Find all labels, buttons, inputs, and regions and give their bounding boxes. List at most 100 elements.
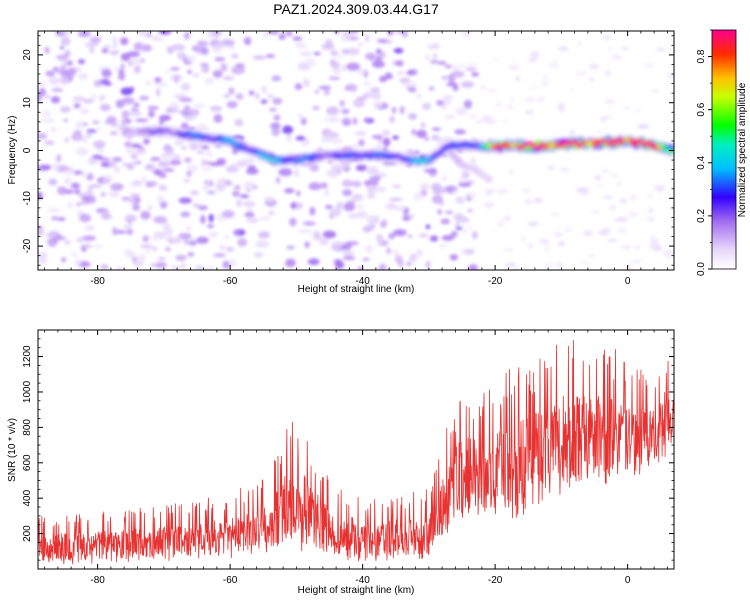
spectrogram-cell: [339, 99, 345, 107]
spectrogram-cell: [208, 214, 214, 223]
spectrogram-cell: [558, 167, 571, 172]
y-tick-label: -20: [22, 238, 33, 253]
spectrogram-cell: [477, 267, 482, 270]
spectrogram-cell: [365, 244, 374, 254]
spectrogram-cell: [67, 67, 77, 77]
spectrogram-cell: [481, 267, 494, 270]
spectrogram-cell: [267, 31, 280, 35]
spectrogram-cell: [44, 140, 55, 145]
spectrogram-cell: [330, 50, 339, 56]
spectrogram-cell: [630, 194, 636, 201]
spectrogram-cell: [440, 218, 451, 225]
spectrogram-cell: [79, 200, 89, 205]
spectrogram-cell: [127, 165, 135, 170]
spectrogram-cell: [341, 48, 350, 55]
spectrogram-cell: [408, 113, 418, 120]
spectrogram-cell: [332, 67, 342, 75]
spectrogram-cell: [112, 156, 123, 162]
spectrogram-cell: [590, 210, 601, 214]
spectrogram-cell: [587, 142, 593, 148]
spectrogram-cell: [210, 105, 222, 112]
spectrogram-cell: [454, 106, 468, 116]
spectrogram-cell: [601, 168, 610, 174]
spectrogram-cell: [222, 210, 235, 218]
spectrogram-cell: [286, 132, 292, 142]
spectrogram-cell: [496, 188, 509, 194]
spectrogram-cell: [472, 230, 478, 240]
spectrogram-cell: [363, 81, 371, 86]
colorbar: 0.0 0.2 0.4 0.6 0.8 Normalized spectral ampl…: [696, 29, 748, 276]
spectrogram-cell: [189, 190, 199, 195]
spectrogram-cell: [391, 106, 397, 114]
spectrogram-cell: [226, 101, 238, 109]
snr-frame: [37, 329, 675, 570]
spectrogram-cell: [441, 105, 447, 110]
spectrogram-cell: [321, 43, 335, 50]
spectrogram-cell: [99, 94, 106, 99]
spectrogram-cell: [278, 168, 293, 177]
spectrogram-cell: [588, 253, 595, 258]
spectrogram-cell: [198, 205, 208, 211]
spectrogram-cell: [430, 59, 439, 64]
spectrogram-cell: [631, 138, 637, 143]
spectrogram-cell: [269, 107, 277, 112]
spectrogram-cell: [480, 85, 487, 90]
spectrogram-cell: [356, 203, 364, 210]
spectrogram-cell: [100, 78, 110, 85]
spectrogram-cell: [502, 248, 515, 253]
spectrogram-cell: [252, 55, 267, 60]
spectrogram-cell: [76, 147, 89, 156]
spectrogram-noise-layer: [38, 31, 683, 270]
spectrogram-cell: [444, 78, 450, 82]
spectrogram-cell: [225, 165, 239, 173]
spectrogram-cell: [308, 182, 322, 191]
spectrogram-cell: [532, 197, 544, 204]
spectrogram-cell: [232, 140, 239, 146]
spectrogram-cell: [677, 217, 683, 222]
spectrogram-cell: [297, 113, 303, 118]
spectrogram-cell: [416, 129, 428, 139]
spectrogram-cell: [118, 69, 125, 75]
spectrogram-cell: [112, 226, 118, 236]
spectrogram-cell: [82, 99, 95, 104]
spectrogram-cell: [393, 48, 404, 54]
spectrogram-cell: [444, 64, 453, 69]
spectrogram-cell: [158, 31, 172, 35]
spectrogram-cell: [553, 231, 563, 237]
spectrogram-cell: [671, 218, 674, 224]
spectrogram-cell: [618, 227, 627, 234]
spectrogram-cell: [596, 184, 604, 188]
spectrogram-cell: [97, 157, 111, 161]
spectrogram-cell: [604, 98, 616, 105]
spectrogram-cell: [130, 58, 143, 65]
spectrogram-cell: [589, 63, 599, 70]
spectrogram-cell: [184, 157, 192, 163]
y-tick-label: 400: [22, 489, 33, 506]
spectrogram-cell: [50, 96, 61, 104]
spectrogram-cell: [601, 34, 612, 40]
spectrogram-cell: [340, 36, 351, 42]
spectrogram-cell: [329, 207, 342, 216]
spectrogram-cell: [312, 105, 320, 111]
spectrogram-cell: [515, 76, 521, 82]
spectrogram-cell: [101, 68, 112, 78]
spectrogram-cell: [539, 95, 546, 99]
spectrogram-cell: [85, 225, 95, 231]
spectrogram-cell: [129, 110, 142, 117]
spectrogram-cell: [122, 162, 136, 167]
spectrogram-cell: [180, 211, 191, 218]
spectrogram-cell: [48, 178, 58, 186]
spectrogram-cell: [206, 190, 216, 195]
spectrogram-cell: [121, 130, 127, 136]
spectrogram-cell: [351, 180, 362, 188]
spectrogram-cell: [466, 225, 474, 229]
spectrogram-cell: [180, 263, 186, 269]
spectrogram-cell: [322, 230, 337, 239]
spectrogram-cell: [157, 195, 164, 204]
spectrogram-cell: [486, 188, 497, 193]
spectrogram-cell: [414, 150, 420, 155]
spectrogram-cell: [186, 164, 199, 173]
spectrogram-cell: [634, 245, 641, 251]
spectrogram-cell: [429, 86, 435, 91]
spectrogram-cell: [204, 77, 215, 85]
